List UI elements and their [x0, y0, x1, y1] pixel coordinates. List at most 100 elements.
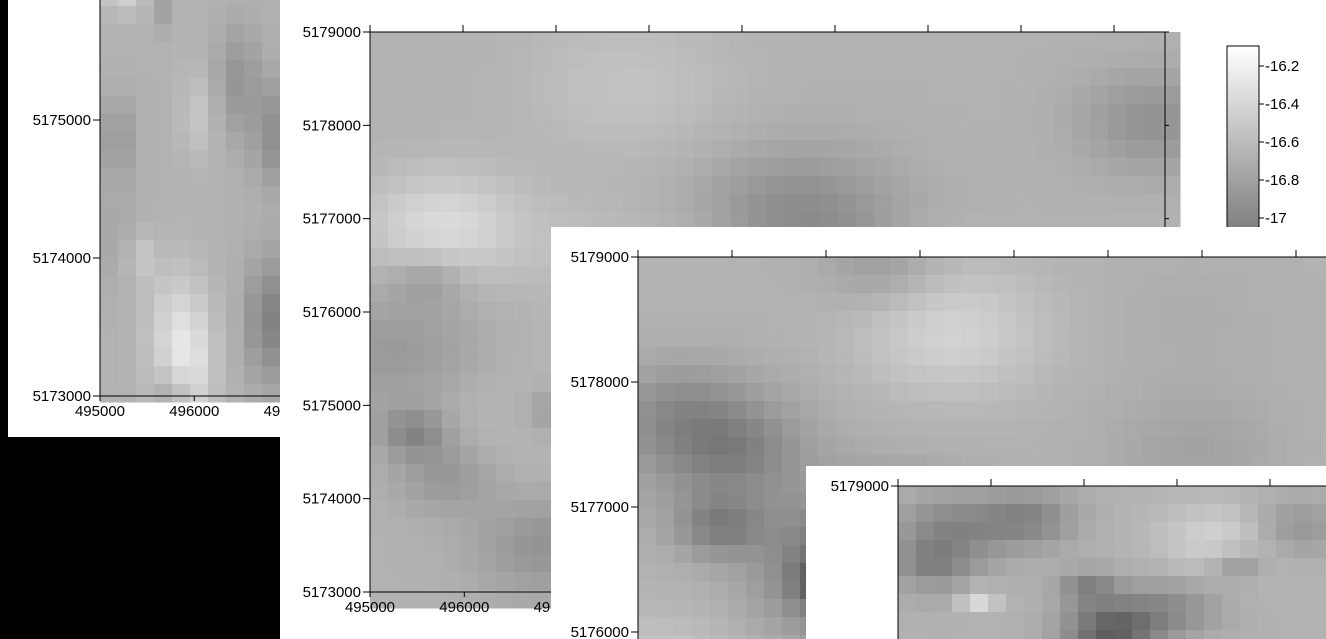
heatmap-cell — [1196, 347, 1215, 366]
heatmap-cell — [1240, 504, 1259, 523]
heatmap-cell — [746, 563, 765, 582]
heatmap-cell — [208, 6, 227, 25]
heatmap-cell — [1196, 257, 1215, 276]
heatmap-cell — [1108, 122, 1127, 141]
heatmap-cell — [674, 293, 693, 312]
heatmap-cell — [964, 122, 983, 141]
heatmap-cell — [118, 60, 137, 79]
heatmap-cell — [118, 312, 137, 331]
heatmap-cell — [674, 437, 693, 456]
heatmap-cell — [406, 176, 425, 195]
heatmap-cell — [1034, 329, 1053, 348]
heatmap-cell — [1106, 275, 1125, 294]
heatmap-cell — [442, 446, 461, 465]
heatmap-cell — [1186, 504, 1205, 523]
heatmap-cell — [784, 176, 803, 195]
heatmap-cell — [208, 240, 227, 259]
heatmap-cell — [460, 464, 479, 483]
heatmap-cell — [532, 338, 551, 357]
heatmap-cell — [1322, 257, 1326, 276]
heatmap-cell — [658, 158, 677, 177]
heatmap-cell — [874, 194, 893, 213]
heatmap-cell — [764, 383, 783, 402]
heatmap-cell — [640, 50, 659, 69]
heatmap-cell — [1000, 158, 1019, 177]
heatmap-cell — [100, 6, 119, 25]
heatmap-cell — [764, 491, 783, 510]
heatmap-cell — [1250, 365, 1269, 384]
heatmap-cell — [1024, 576, 1043, 595]
heatmap-cell — [136, 132, 155, 151]
heatmap-cell — [460, 266, 479, 285]
heatmap-cell — [460, 68, 479, 87]
heatmap-cell — [1018, 104, 1037, 123]
heatmap-cell — [1150, 630, 1169, 639]
heatmap-cell — [370, 446, 389, 465]
heatmap-cell — [1024, 558, 1043, 577]
heatmap-cell — [1162, 176, 1181, 195]
heatmap-cell — [998, 329, 1017, 348]
heatmap-cell — [934, 504, 953, 523]
heatmap-cell — [910, 122, 929, 141]
heatmap-cell — [136, 42, 155, 61]
heatmap-cell — [712, 86, 731, 105]
heatmap-cell — [658, 140, 677, 159]
heatmap-cell — [262, 312, 280, 331]
heatmap-cell — [226, 204, 245, 223]
heatmap-cell — [928, 32, 947, 51]
x-tick-label: 496000 — [439, 599, 489, 616]
heatmap-cell — [892, 212, 911, 231]
heatmap-cell — [820, 104, 839, 123]
heatmap-cell — [370, 50, 389, 69]
heatmap-cell — [244, 24, 263, 43]
heatmap-cell — [406, 248, 425, 267]
heatmap-cell — [532, 68, 551, 87]
heatmap-cell — [782, 329, 801, 348]
heatmap-cell — [118, 0, 137, 7]
heatmap-cell — [1178, 401, 1197, 420]
heatmap-cell — [1078, 594, 1097, 613]
heatmap-cell — [1016, 257, 1035, 276]
heatmap-cell — [1322, 383, 1326, 402]
heatmap-cell — [1024, 612, 1043, 631]
heatmap-cell — [874, 68, 893, 87]
heatmap-cell — [100, 312, 119, 331]
heatmap-cell — [710, 545, 729, 564]
heatmap-cell — [460, 536, 479, 555]
heatmap-cell — [692, 455, 711, 474]
heatmap-cell — [424, 68, 443, 87]
heatmap-cell — [782, 599, 801, 618]
heatmap-cell — [872, 401, 891, 420]
heatmap-cell — [1258, 612, 1277, 631]
heatmap-cell — [916, 486, 935, 505]
heatmap-cell — [442, 338, 461, 357]
heatmap-cell — [730, 194, 749, 213]
heatmap-cell — [818, 437, 837, 456]
heatmap-cell — [1034, 383, 1053, 402]
heatmap-cell — [854, 257, 873, 276]
heatmap-cell — [910, 50, 929, 69]
heatmap-cell — [728, 347, 747, 366]
heatmap-cell — [370, 176, 389, 195]
heatmap-cell — [1108, 194, 1127, 213]
heatmap-cell — [496, 392, 515, 411]
heatmap-cell — [1222, 612, 1241, 631]
heatmap-cell — [874, 176, 893, 195]
heatmap-cell — [154, 168, 173, 187]
heatmap-cell — [1312, 504, 1326, 523]
heatmap-cell — [442, 482, 461, 501]
heatmap-cell — [1304, 383, 1323, 402]
heatmap-cell — [872, 311, 891, 330]
heatmap-cell — [568, 194, 587, 213]
heatmap-cell — [154, 276, 173, 295]
heatmap-cell — [836, 257, 855, 276]
heatmap-cell — [1036, 176, 1055, 195]
heatmap-cell — [1078, 522, 1097, 541]
heatmap-cell — [1162, 104, 1181, 123]
heatmap-cell — [172, 24, 191, 43]
heatmap-cell — [800, 293, 819, 312]
heatmap-cell — [226, 114, 245, 133]
heatmap-cell — [370, 158, 389, 177]
heatmap-cell — [1222, 576, 1241, 595]
heatmap-cell — [424, 248, 443, 267]
